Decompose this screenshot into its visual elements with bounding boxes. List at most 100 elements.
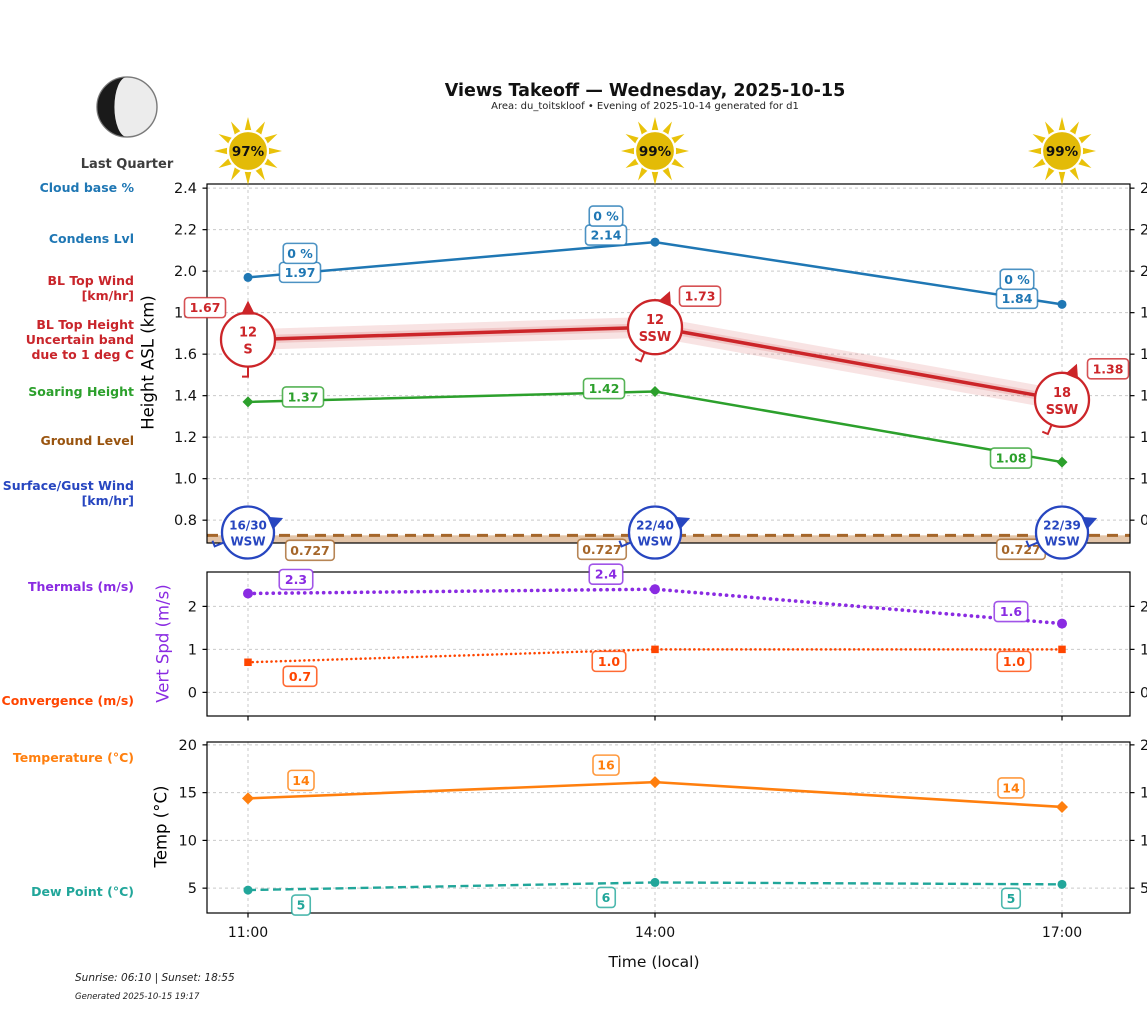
bl-top-height-value-label: 1.38: [1086, 358, 1130, 380]
svg-text:2.4: 2.4: [595, 567, 617, 582]
svg-text:14: 14: [292, 773, 310, 788]
svg-text:0.7: 0.7: [289, 669, 311, 684]
svg-text:12: 12: [646, 313, 664, 328]
svg-text:99%: 99%: [1046, 144, 1079, 160]
page-subtitle: Area: du_toitskloof • Evening of 2025-10…: [491, 101, 799, 112]
temperature-value-label: 14: [287, 769, 315, 792]
svg-text:10: 10: [1140, 833, 1147, 849]
generated-timestamp: Generated 2025-10-15 19:17: [75, 992, 200, 1002]
svg-text:WSW: WSW: [230, 535, 265, 549]
svg-text:2.2: 2.2: [1140, 223, 1147, 239]
svg-text:SSW: SSW: [639, 330, 671, 345]
wind-indicator: 16/30 WSW: [211, 505, 284, 560]
svg-text:12: 12: [239, 326, 257, 341]
condens-lvl-value-label: 1.97: [278, 261, 322, 284]
sun-icon: 99%: [621, 117, 689, 185]
cloud-base-pct-label: 0 %: [282, 242, 318, 265]
condens-lvl-value-label: 2.14: [584, 224, 628, 246]
svg-text:1.0: 1.0: [174, 472, 197, 488]
ground-level-value-label: 0.727: [284, 539, 336, 562]
wind-indicator: 22/40 WSW: [618, 505, 691, 560]
soaring-height-value-label: 1.08: [989, 447, 1033, 469]
row-label-ground-level: Ground Level: [40, 432, 134, 448]
svg-text:2.2: 2.2: [174, 223, 197, 239]
svg-text:16/30: 16/30: [229, 519, 267, 533]
svg-text:15: 15: [179, 786, 197, 802]
svg-text:6: 6: [602, 890, 611, 905]
svg-text:S: S: [243, 343, 252, 358]
svg-text:1.8: 1.8: [1140, 306, 1147, 322]
svg-text:1.2: 1.2: [174, 430, 197, 446]
row-label-convergence: Convergence (m/s): [1, 692, 134, 708]
thermals-value-label: 2.4: [588, 563, 624, 585]
condens-lvl-value-label: 1.84: [995, 287, 1039, 310]
svg-text:14: 14: [1002, 780, 1020, 795]
row-label-soaring-height: Soaring Height: [28, 383, 134, 399]
row-label-surface-gust-wind: Surface/Gust Wind [km/hr]: [2, 478, 134, 508]
cloud-base-pct-label: 0 %: [588, 205, 624, 227]
svg-text:2.3: 2.3: [285, 572, 307, 587]
y-axis-title-height: Height ASL (km): [138, 295, 158, 430]
svg-text:0.8: 0.8: [1140, 513, 1147, 529]
svg-text:2.4: 2.4: [174, 181, 197, 197]
svg-text:5: 5: [188, 881, 197, 897]
svg-text:1.73: 1.73: [685, 289, 716, 304]
svg-text:2.0: 2.0: [174, 264, 197, 280]
svg-text:2.4: 2.4: [1140, 181, 1147, 197]
svg-text:WSW: WSW: [1044, 535, 1079, 549]
svg-text:99%: 99%: [639, 144, 672, 160]
svg-text:0.8: 0.8: [174, 513, 197, 529]
svg-text:2.0: 2.0: [1140, 264, 1147, 280]
svg-text:1.6: 1.6: [1140, 347, 1147, 363]
convergence-value-label: 1.0: [591, 650, 627, 673]
svg-text:1.67: 1.67: [190, 300, 221, 315]
temperature-value-label: 14: [997, 777, 1025, 799]
row-label-dew-point: Dew Point (°C): [31, 883, 134, 899]
svg-text:0 %: 0 %: [287, 246, 313, 261]
dew-point-value-label: 6: [595, 886, 617, 909]
row-label-condens-lvl: Condens Lvl: [48, 230, 134, 246]
xtick-label-1700: 17:00: [1041, 925, 1083, 941]
temperature-value-label: 16: [592, 754, 620, 776]
soaring-height-series: [242, 386, 1068, 468]
page-title: Views Takeoff — Wednesday, 2025-10-15: [444, 81, 846, 101]
svg-text:20: 20: [1140, 738, 1147, 754]
svg-text:97%: 97%: [232, 144, 265, 160]
convergence-value-label: 0.7: [282, 665, 318, 688]
svg-text:18: 18: [1053, 386, 1071, 401]
svg-text:1.2: 1.2: [1140, 430, 1147, 446]
svg-text:2: 2: [1140, 599, 1147, 615]
svg-text:1.37: 1.37: [288, 389, 319, 404]
x-axis-title: Time (local): [608, 953, 700, 971]
wind-indicator: 12 S: [219, 300, 277, 378]
ground-level-value-label: 0.727: [576, 538, 628, 561]
chart-1: 0 0 1 1 2 2: [188, 571, 1147, 721]
xtick-label-1100: 11:00: [227, 925, 269, 941]
sun-icon: 97%: [214, 117, 282, 185]
xtick-label-1400: 14:00: [634, 925, 676, 941]
sunrise-sunset-text: Sunrise: 06:10 | Sunset: 18:55: [75, 972, 235, 984]
svg-text:1.97: 1.97: [285, 265, 316, 280]
svg-text:WSW: WSW: [637, 535, 672, 549]
thermals-value-label: 2.3: [278, 568, 314, 591]
svg-text:SSW: SSW: [1046, 403, 1078, 418]
svg-text:1.6: 1.6: [174, 347, 197, 363]
sun-icon: 99%: [1028, 117, 1096, 185]
thermals-series: [243, 584, 1067, 629]
svg-text:1.4: 1.4: [174, 389, 197, 405]
bl-top-height-value-label: 1.73: [678, 285, 722, 307]
wind-indicator: 12 SSW: [626, 291, 684, 363]
svg-text:16: 16: [597, 758, 615, 773]
svg-text:10: 10: [179, 833, 197, 849]
svg-text:2: 2: [188, 599, 197, 615]
row-label-bl-top-wind: BL Top Wind [km/hr]: [47, 273, 134, 303]
temperature-series: [242, 776, 1068, 813]
svg-text:5: 5: [297, 898, 306, 913]
svg-text:1.08: 1.08: [996, 451, 1027, 466]
svg-text:1.42: 1.42: [589, 381, 620, 396]
thermals-value-label: 1.6: [993, 600, 1029, 623]
svg-text:1.4: 1.4: [1140, 389, 1147, 405]
svg-text:22/40: 22/40: [636, 519, 674, 533]
